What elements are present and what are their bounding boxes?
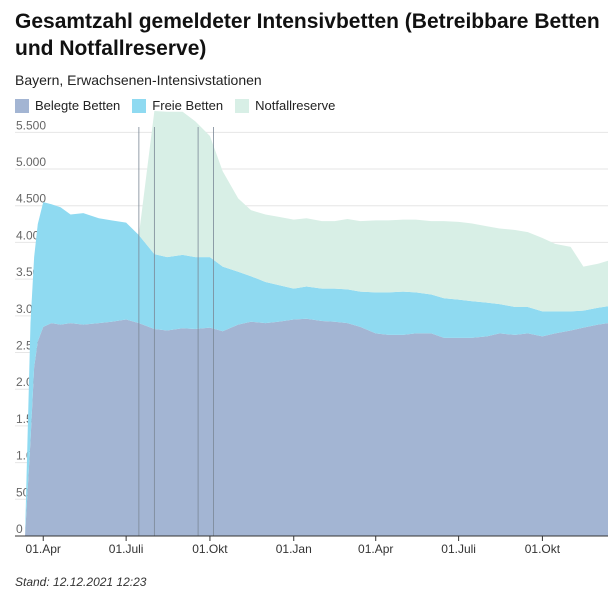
chart-title: Gesamtzahl gemeldeter Intensivbetten (Be… (15, 10, 600, 60)
x-tick-label: 01.Juli (441, 542, 476, 556)
y-tick-label: 4.500 (16, 192, 46, 206)
x-tick-label: 01.Apr (358, 542, 393, 556)
x-tick-label: 01.Jan (276, 542, 312, 556)
legend-swatch-notfallreserve (235, 98, 250, 113)
x-tick-label: 01.Juli (109, 542, 144, 556)
footer-timestamp: Stand: 12.12.2021 12:23 (15, 575, 147, 589)
area-freie-betten (25, 202, 609, 536)
legend-item-notfallreserve[interactable]: Notfallreserve (235, 98, 335, 113)
x-tick-label: 01.Okt (192, 542, 228, 556)
x-tick-label: 01.Okt (525, 542, 561, 556)
y-tick-label: 5.500 (16, 118, 46, 132)
y-tick-label: 5.000 (16, 155, 46, 169)
legend-label-freie-betten: Freie Betten (152, 98, 224, 113)
area-notfallreserve (25, 111, 609, 536)
x-tick-label: 01.Apr (26, 542, 61, 556)
legend-item-belegte-betten[interactable]: Belegte Betten (15, 98, 120, 113)
y-tick-label: 0 (16, 522, 23, 536)
axis-layer: 01.Apr 01.Juli 01.Okt 01.Jan 01.Apr 01.Juli 01… (15, 535, 608, 556)
legend: Belegte Betten Freie Betten Notfallreser… (15, 98, 335, 113)
legend-label-notfallreserve: Notfallreserve (255, 98, 336, 113)
legend-swatch-freie-betten (132, 98, 147, 113)
area-chart: 05001.0001.5002.0002.5003.0003.5004.0004… (15, 111, 609, 556)
chart-subtitle: Bayern, Erwachsenen-Intensivstationen (15, 72, 262, 88)
legend-item-freie-betten[interactable]: Freie Betten (132, 98, 223, 113)
event-lines (138, 127, 214, 536)
legend-swatch-belegte-betten (15, 98, 29, 113)
area-layer (25, 111, 609, 536)
area-belegte-betten (25, 318, 609, 536)
legend-label-belegte-betten: Belegte Betten (35, 98, 121, 113)
